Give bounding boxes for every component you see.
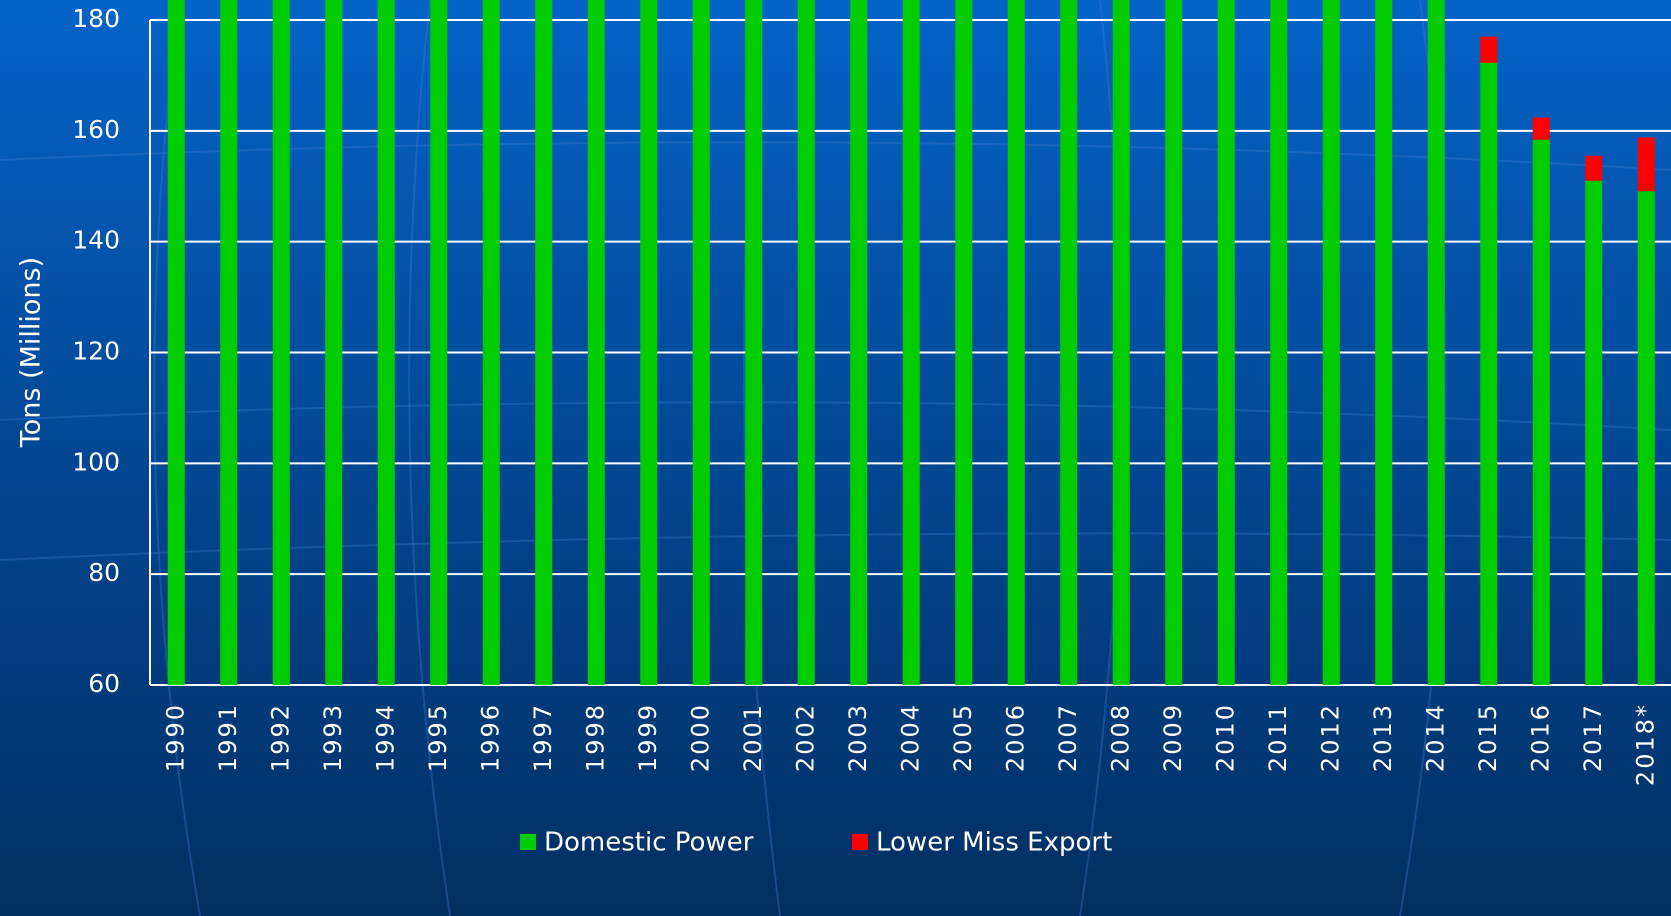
bar-segment — [1007, 0, 1025, 685]
x-tick-label: 1991 — [214, 703, 242, 772]
x-tick-label: 1998 — [581, 703, 609, 772]
x-tick-label: 2002 — [791, 703, 819, 772]
bar-segment — [482, 0, 500, 685]
x-tick-label: 2007 — [1054, 703, 1082, 772]
bar-segment — [535, 0, 553, 686]
bar-segment — [587, 0, 605, 685]
bar-segment — [1637, 191, 1655, 686]
legend-swatch — [852, 834, 868, 850]
x-tick-label: 2012 — [1316, 703, 1344, 772]
x-tick-label: 2003 — [844, 703, 872, 772]
x-tick-label: 2008 — [1106, 703, 1134, 772]
bar-segment — [1637, 137, 1655, 192]
y-axis-title: Tons (Millions) — [16, 257, 47, 448]
x-tick-label: 1997 — [529, 703, 557, 772]
bar-segment — [1585, 155, 1603, 181]
x-tick-label: 2009 — [1159, 703, 1187, 772]
y-tick-label: 120 — [72, 337, 120, 366]
x-tick-label: 2013 — [1369, 703, 1397, 772]
bar-segment — [850, 0, 868, 686]
x-tick-label: 2018* — [1631, 703, 1659, 786]
x-tick-label: 2014 — [1421, 703, 1449, 772]
bar-segment — [1217, 0, 1235, 686]
x-tick-label: 2016 — [1526, 703, 1554, 772]
bar-segment — [430, 0, 448, 685]
bar-segment — [1060, 0, 1078, 685]
legend-label: Domestic Power — [544, 828, 754, 858]
bar-segment — [1480, 36, 1498, 63]
x-tick-label: 1996 — [476, 703, 504, 772]
x-tick-label: 2005 — [949, 703, 977, 772]
y-tick-label: 160 — [72, 115, 120, 144]
bar-segment — [325, 0, 343, 686]
plot-area: 60 80 100 120 140 160 180 1990 1991 1992 1993 1994 1… — [72, 0, 1671, 858]
bar-segment — [1270, 0, 1288, 685]
x-tick-label: 1995 — [424, 703, 452, 772]
y-tick-label: 140 — [72, 226, 120, 255]
x-tick-label: 2017 — [1579, 703, 1607, 772]
bar-segment — [902, 0, 920, 685]
bar-segment — [1112, 0, 1130, 686]
x-tick-label: 2011 — [1264, 703, 1292, 772]
bar-segment — [640, 0, 658, 685]
x-tick-label: 2004 — [896, 703, 924, 772]
bar-segment — [797, 0, 815, 685]
bar-segment — [692, 0, 710, 686]
bar-segment — [1427, 0, 1445, 685]
legend-swatch — [520, 834, 536, 850]
y-tick-label: 60 — [88, 669, 120, 698]
legend-label: Lower Miss Export — [876, 828, 1112, 858]
x-tick-label: 1990 — [161, 703, 189, 772]
bar-segment — [1322, 0, 1340, 685]
bar-segment — [1532, 117, 1550, 140]
x-tick-label: 2001 — [739, 703, 767, 772]
bar-segment — [1585, 180, 1603, 686]
y-tick-label: 180 — [72, 4, 120, 33]
y-tick-label: 100 — [72, 447, 120, 476]
x-tick-label: 1999 — [634, 703, 662, 772]
bar-segment — [377, 0, 395, 686]
x-tick-label: 2000 — [686, 703, 714, 772]
x-tick-label: 1992 — [266, 703, 294, 772]
bar-segment — [1375, 0, 1393, 686]
bar-segment — [220, 0, 238, 686]
bar-segment — [1532, 139, 1550, 685]
x-tick-label: 1994 — [371, 703, 399, 772]
bar-segment — [1165, 0, 1183, 686]
x-tick-label: 2015 — [1474, 703, 1502, 772]
bar-segment — [745, 0, 763, 686]
x-tick-label: 1993 — [319, 703, 347, 772]
bar-segment — [955, 0, 973, 685]
bar-segment — [272, 0, 290, 685]
bar-segment — [167, 0, 185, 685]
x-tick-label: 2006 — [1001, 703, 1029, 772]
y-tick-label: 80 — [88, 558, 120, 587]
bar-segment — [1480, 62, 1498, 685]
x-tick-label: 2010 — [1211, 703, 1239, 772]
